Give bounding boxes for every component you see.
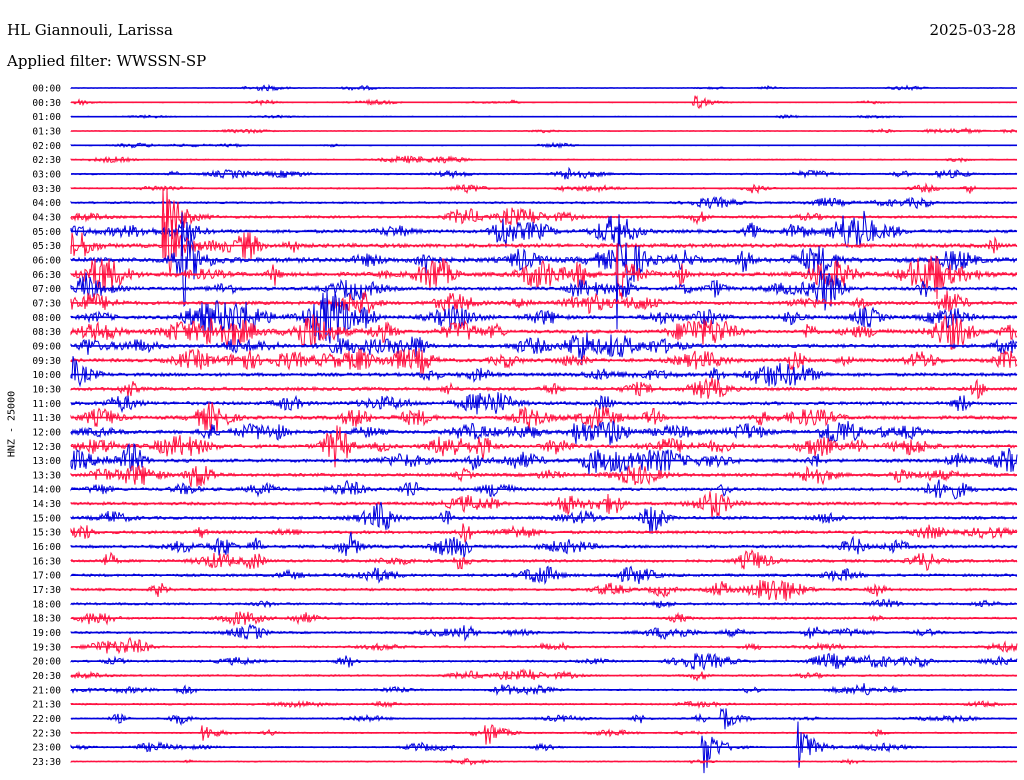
time-label: 10:00 <box>32 370 61 381</box>
time-label: 11:00 <box>32 399 61 410</box>
seismic-trace <box>70 491 1018 520</box>
time-label: 01:00 <box>32 112 61 123</box>
filter-label: Applied filter: WWSSN-SP <box>7 52 207 70</box>
time-label: 17:00 <box>32 571 61 582</box>
seismic-trace <box>70 464 1018 487</box>
time-label: 03:30 <box>32 184 61 195</box>
seismic-trace <box>70 402 1018 433</box>
time-label: 01:30 <box>32 126 61 137</box>
time-label: 19:00 <box>32 628 61 639</box>
time-label: 05:30 <box>32 241 61 252</box>
time-label: 07:30 <box>32 298 61 309</box>
time-label: 11:30 <box>32 413 61 424</box>
time-label: 16:30 <box>32 556 61 567</box>
time-label: 21:00 <box>32 685 61 696</box>
time-label: 00:30 <box>32 98 61 109</box>
time-label: 07:00 <box>32 284 61 295</box>
seismic-trace <box>70 420 1018 445</box>
time-label: 13:30 <box>32 470 61 481</box>
station-title: HL Giannouli, Larissa <box>7 21 173 39</box>
time-label: 09:30 <box>32 356 61 367</box>
time-label: 18:30 <box>32 614 61 625</box>
seismic-trace <box>70 637 1018 655</box>
time-label: 14:30 <box>32 499 61 510</box>
time-label: 06:00 <box>32 255 61 266</box>
seismic-trace <box>70 531 1018 558</box>
seismic-trace <box>70 683 1018 696</box>
seismic-trace <box>70 579 1018 601</box>
time-label: 12:00 <box>32 427 61 438</box>
time-label: 19:30 <box>32 642 61 653</box>
time-label: 02:30 <box>32 155 61 166</box>
time-label: 15:30 <box>32 528 61 539</box>
time-label: 20:00 <box>32 657 61 668</box>
time-label: 23:00 <box>32 743 61 754</box>
time-label: 21:30 <box>32 700 61 711</box>
time-label: 03:00 <box>32 169 61 180</box>
time-label: 04:00 <box>32 198 61 209</box>
time-label: 09:00 <box>32 341 61 352</box>
time-label: 15:00 <box>32 513 61 524</box>
time-label: 22:00 <box>32 714 61 725</box>
seismic-trace <box>70 290 1018 315</box>
seismic-trace <box>70 377 1018 400</box>
time-label: 13:00 <box>32 456 61 467</box>
time-label: 08:30 <box>32 327 61 338</box>
seismic-trace <box>70 348 1018 375</box>
time-label: 14:00 <box>32 485 61 496</box>
time-label: 10:30 <box>32 384 61 395</box>
time-label: 18:00 <box>32 599 61 610</box>
time-label: 04:30 <box>32 212 61 223</box>
seismic-trace <box>70 479 1018 500</box>
seismic-trace <box>70 243 1018 300</box>
date-label: 2025-03-28 <box>929 21 1016 39</box>
time-label: 05:00 <box>32 227 61 238</box>
time-label: 22:30 <box>32 728 61 739</box>
time-label: 02:00 <box>32 141 61 152</box>
time-label: 06:30 <box>32 270 61 281</box>
time-label: 12:30 <box>32 442 61 453</box>
time-label: 17:30 <box>32 585 61 596</box>
time-label: 23:30 <box>32 757 61 768</box>
time-label: 08:00 <box>32 313 61 324</box>
time-label: 16:00 <box>32 542 61 553</box>
time-label: 00:00 <box>32 84 61 95</box>
time-label: 20:30 <box>32 671 61 682</box>
seismic-trace <box>70 425 1018 468</box>
seismic-trace <box>70 188 1018 260</box>
seismic-trace <box>70 724 1018 745</box>
